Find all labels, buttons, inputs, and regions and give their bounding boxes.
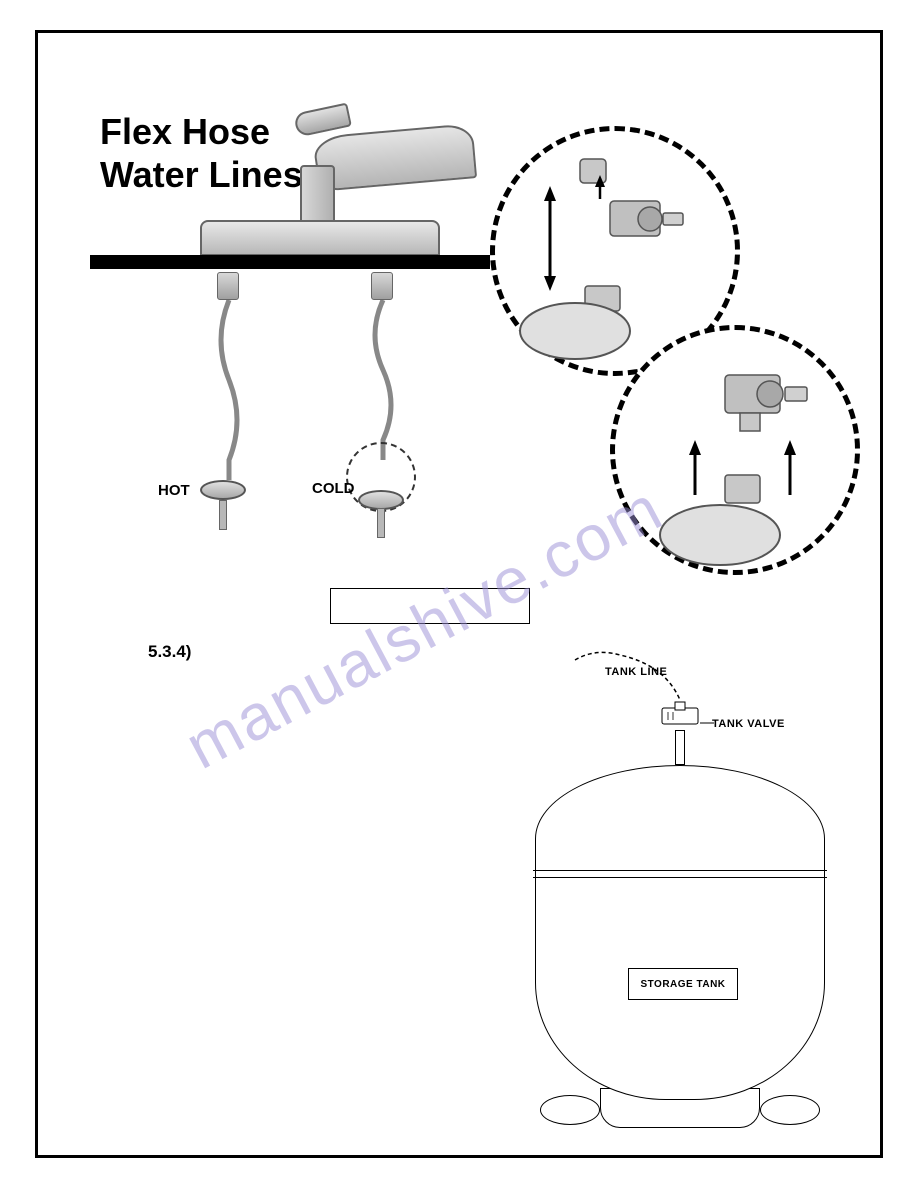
faucet-base [200, 220, 440, 256]
tank-valve-label: TANK VALVE [712, 718, 785, 730]
tank-body [535, 765, 825, 1100]
faucet-handle [293, 103, 352, 138]
tank-leg-right [760, 1095, 820, 1125]
cold-valve-stem [377, 508, 385, 538]
storage-tank-label: STORAGE TANK [628, 968, 738, 1000]
flex-hose-right [372, 300, 402, 460]
bubble2-content [615, 330, 865, 580]
faucet-body [300, 165, 335, 225]
faucet-spout [313, 123, 477, 192]
connector-top-left [217, 272, 239, 300]
caption-box [330, 588, 530, 624]
cold-valve [358, 490, 404, 510]
storage-tank-diagram: TANK LINE TANK VALVE STORAGE TANK [500, 640, 870, 1140]
cold-label: COLD [312, 480, 355, 497]
counter-top [90, 255, 490, 269]
tank-leg-left [540, 1095, 600, 1125]
hot-label: HOT [158, 482, 190, 499]
section-number: 5.3.4) [148, 642, 191, 662]
tank-stem [675, 730, 685, 765]
hot-valve-stem [219, 500, 227, 530]
detail-bubble-bottom [610, 325, 860, 575]
flex-hose-left [218, 300, 248, 480]
connector-top-right [371, 272, 393, 300]
faucet-diagram: HOT COLD [90, 90, 870, 590]
tank-band [533, 870, 827, 878]
tank-line-label: TANK LINE [605, 666, 667, 678]
hot-valve [200, 480, 246, 500]
tank-valve-icon [660, 700, 700, 730]
